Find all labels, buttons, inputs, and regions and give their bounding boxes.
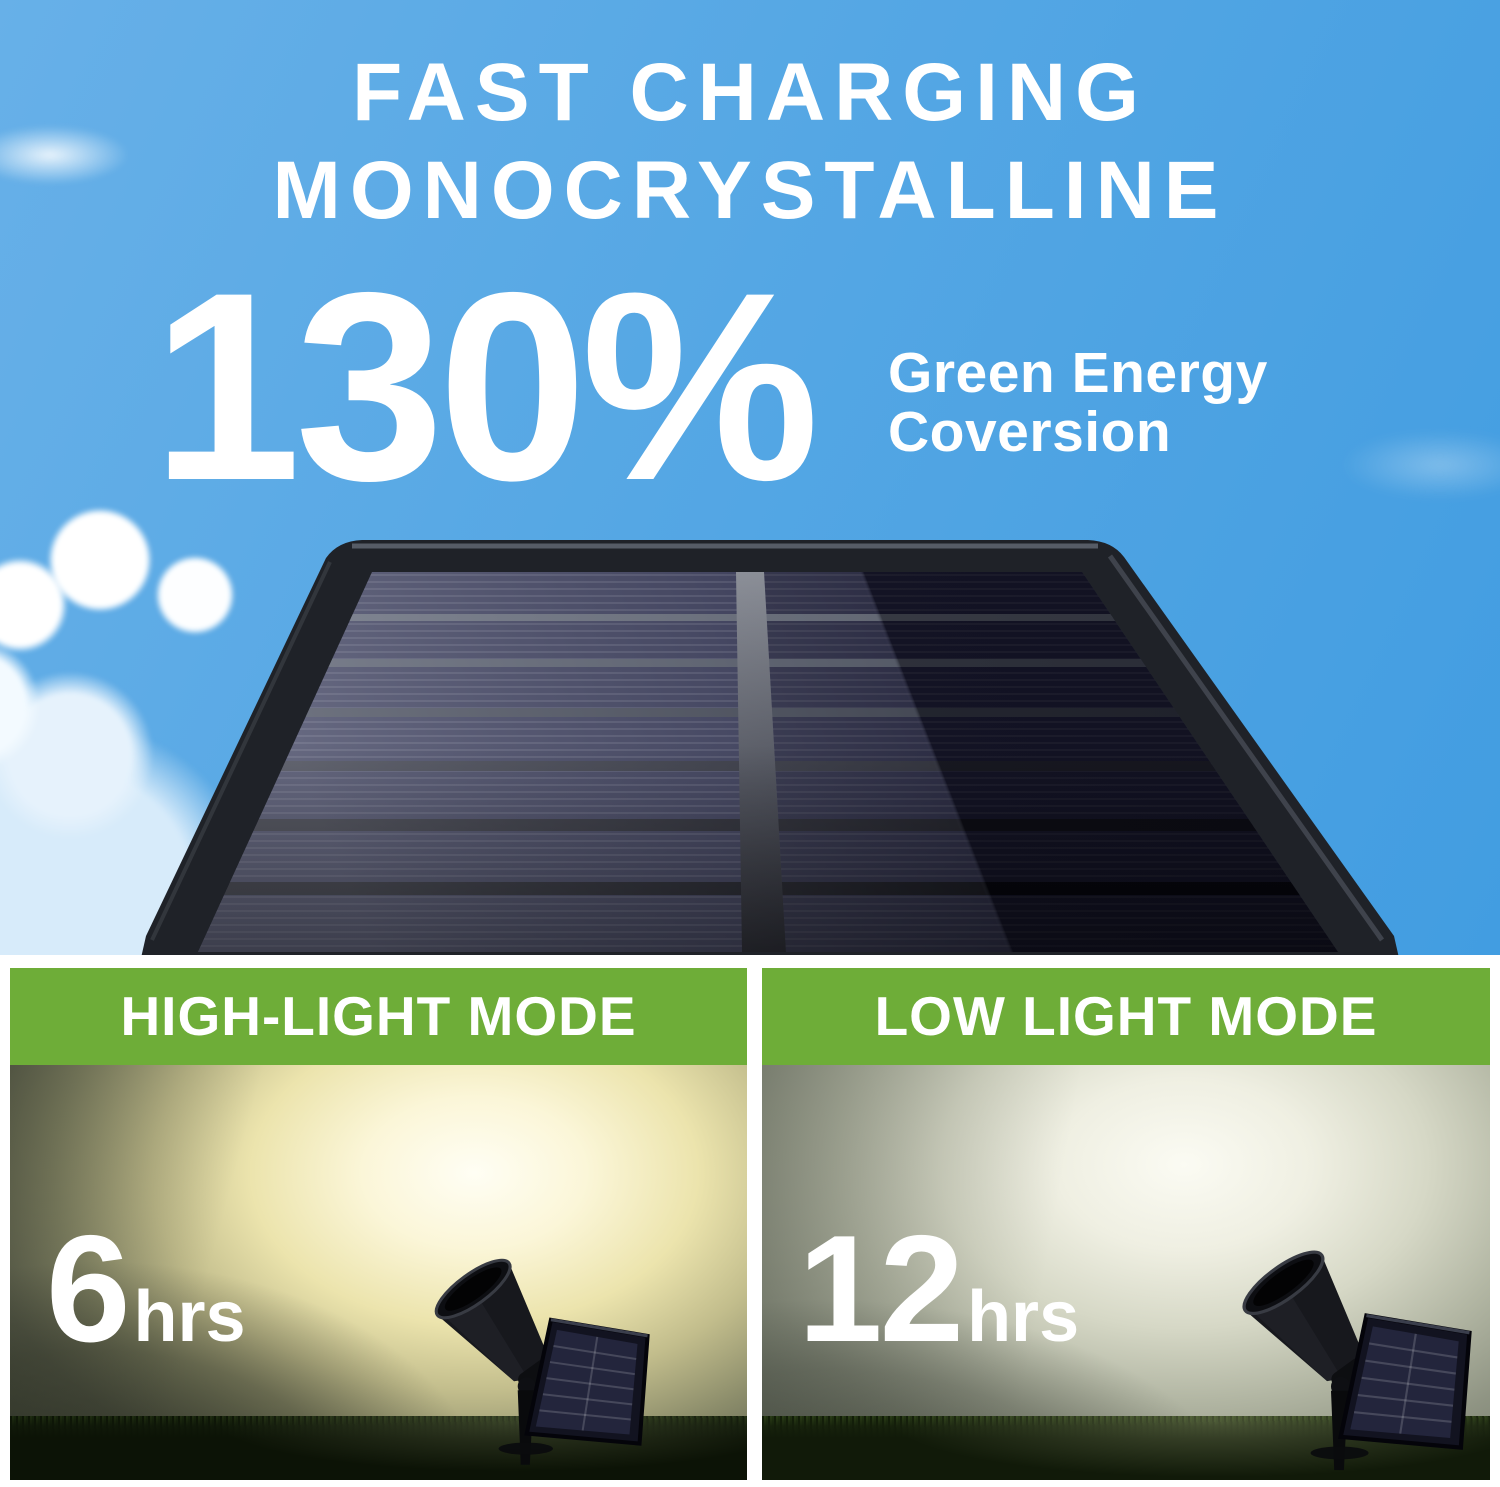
duration-value-low: 12 — [798, 1204, 964, 1374]
hero-title-line1: FAST CHARGING — [352, 47, 1148, 138]
mode-photo-low: 12hrs — [762, 1065, 1490, 1480]
solar-panel-illustration — [141, 540, 1399, 955]
mode-card-high-light: HIGH-LIGHT MODE — [10, 968, 747, 1480]
mode-header-high: HIGH-LIGHT MODE — [10, 968, 747, 1065]
conversion-stat-caption: Green Energy Coversion — [888, 344, 1268, 462]
mode-header-low: LOW LIGHT MODE — [762, 968, 1490, 1065]
solar-spotlight-illustration — [434, 1258, 650, 1465]
stat-caption-line1: Green Energy — [888, 341, 1268, 405]
hero-title-line2: MONOCRYSTALLINE — [272, 145, 1228, 236]
conversion-stat-value: 130% — [152, 236, 819, 536]
hero-sky-section: FAST CHARGING MONOCRYSTALLINE 130% Green… — [0, 0, 1500, 955]
duration-high: 6hrs — [46, 1213, 246, 1365]
duration-low: 12hrs — [798, 1213, 1079, 1365]
mode-photo-high: 6hrs — [10, 1065, 747, 1480]
mode-card-low-light: LOW LIGHT MODE — [762, 968, 1490, 1480]
solar-spotlight-illustration — [1242, 1250, 1472, 1471]
duration-unit-high: hrs — [133, 1277, 246, 1357]
duration-unit-low: hrs — [967, 1277, 1080, 1357]
stat-caption-line2: Coversion — [888, 400, 1172, 464]
duration-value-high: 6 — [46, 1204, 131, 1374]
hero-title: FAST CHARGING MONOCRYSTALLINE — [0, 44, 1500, 240]
mode-comparison-section: HIGH-LIGHT MODE — [0, 955, 1500, 1487]
